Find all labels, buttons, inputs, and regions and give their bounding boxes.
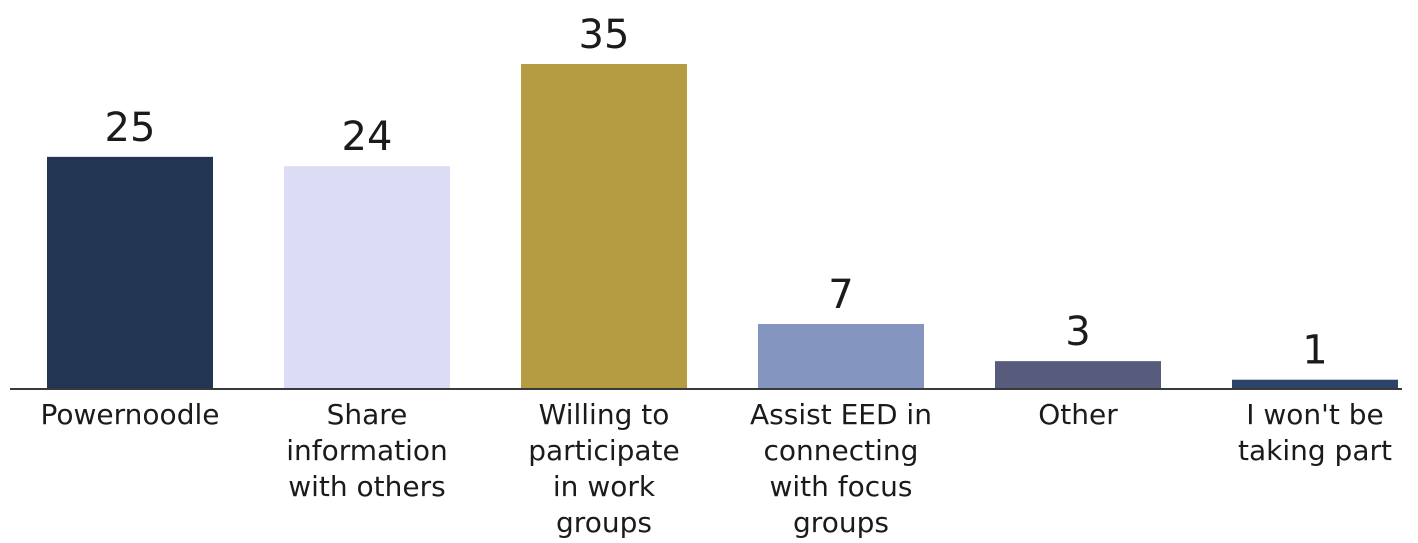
category-label-3-line-0: Assist EED in [750, 398, 932, 431]
bar-0 [47, 156, 213, 389]
category-label-2-line-2: in work [553, 470, 656, 503]
category-label-2-line-3: groups [556, 506, 652, 539]
category-label-2-line-1: participate [528, 434, 680, 467]
category-label-3-line-3: groups [793, 506, 889, 539]
category-label-3-line-2: with focus [769, 470, 912, 503]
value-label-2: 35 [579, 12, 630, 58]
value-label-1: 24 [342, 114, 393, 160]
category-label-2-line-0: Willing to [539, 398, 670, 431]
value-label-5: 1 [1302, 328, 1327, 374]
value-label-3: 7 [828, 272, 853, 318]
category-label-4-line-0: Other [1038, 398, 1118, 431]
bar-4 [995, 361, 1161, 389]
value-label-0: 25 [105, 105, 156, 151]
bar-5 [1232, 379, 1398, 389]
category-label-5-line-0: I won't be [1246, 398, 1384, 431]
value-labels-group: 25 24 35 7 3 1 [105, 12, 1328, 374]
bar-3 [758, 324, 924, 389]
bar-1 [284, 166, 450, 389]
category-label-1-line-1: information [286, 434, 448, 467]
bars-group [47, 64, 1398, 389]
category-label-0-line-0: Powernoodle [41, 398, 220, 431]
category-label-1-line-2: with others [288, 470, 446, 503]
category-label-3-line-1: connecting [764, 434, 919, 467]
value-label-4: 3 [1065, 309, 1090, 355]
category-label-5-line-1: taking part [1238, 434, 1392, 467]
category-label-1-line-0: Share [327, 398, 408, 431]
bar-2 [521, 64, 687, 389]
